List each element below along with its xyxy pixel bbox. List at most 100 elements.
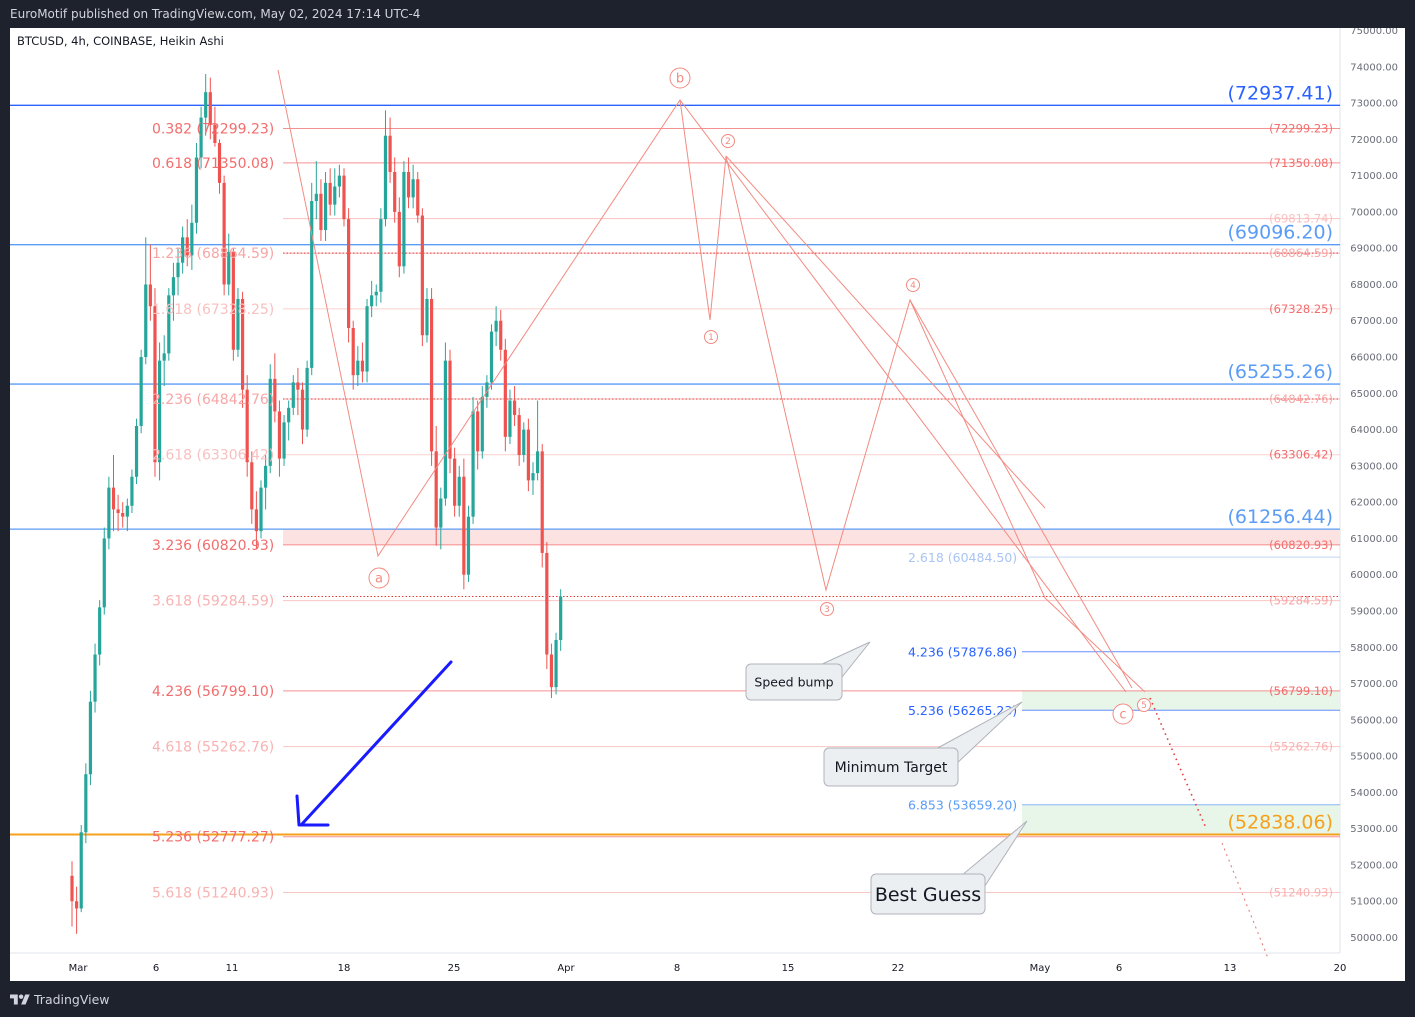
candle-body (190, 222, 194, 256)
candle-body (236, 298, 240, 350)
candle-body (443, 360, 448, 499)
price-tick-label: 66000.00 (1350, 353, 1398, 364)
candle-body (176, 262, 180, 278)
fib-right-label: (55262.76) (1269, 740, 1333, 754)
candle-body (379, 219, 383, 292)
candle-body (406, 171, 411, 198)
candle-body (181, 237, 185, 263)
candle-body (531, 473, 535, 481)
candle-body (374, 291, 378, 296)
candle-body (199, 117, 203, 158)
fib-right-label: (64842.76) (1269, 392, 1333, 406)
time-tick-label: 22 (892, 963, 905, 974)
publisher-line: EuroMotif published on TradingView.com, … (10, 7, 421, 21)
candle-body (148, 284, 152, 307)
chart-panel[interactable]: 50000.00 51000.00 52000.00 53000.00 54000.00… (10, 28, 1405, 981)
callout-text: Speed bump (754, 675, 833, 690)
chart-title: BTCUSD, 4h, COINBASE, Heikin Ashi (17, 34, 224, 48)
fib-right-label: (71350.08) (1269, 156, 1333, 170)
candle-body (79, 832, 83, 909)
candle-body (494, 320, 498, 332)
price-tick-label: 68000.00 (1350, 280, 1398, 291)
fib-left-label: 1.618 (67328.25) (152, 302, 274, 318)
callout-box (870, 873, 986, 915)
time-tick-label: 18 (338, 963, 351, 974)
candle-body (360, 360, 365, 372)
candle-body (457, 476, 461, 506)
wave-label-circle (906, 278, 920, 292)
candle-body (512, 400, 517, 416)
candle-body (383, 135, 388, 220)
fib-left-label: 3.236 (60820.93) (152, 538, 274, 554)
candle-body (471, 411, 475, 517)
candle-body (277, 411, 282, 459)
wave-label-circle (669, 67, 691, 89)
candle-body (429, 298, 434, 452)
price-tick-label: 75000.00 (1350, 28, 1398, 37)
candle-body (213, 124, 217, 143)
fib-right-label: (68864.59) (1269, 246, 1333, 260)
candle-body (476, 411, 480, 452)
candle-body (167, 295, 171, 354)
candle-body (107, 487, 111, 539)
candle-body (402, 171, 406, 267)
candle-body (93, 654, 97, 702)
candle-body (499, 320, 503, 350)
candle-body (291, 382, 295, 408)
candle-body (397, 211, 401, 267)
time-tick-label: 25 (448, 963, 461, 974)
extension-label: 4.236 (57876.86) (908, 645, 1017, 660)
time-tick-label: 20 (1334, 963, 1347, 974)
candle-body (98, 607, 102, 655)
fib-left-label: 4.236 (56799.10) (152, 684, 274, 700)
candle-body (314, 193, 318, 202)
fib-right-label: (63306.42) (1269, 448, 1333, 462)
candle-body (264, 465, 268, 488)
candle-body (342, 175, 346, 220)
fib-right-label: (56799.10) (1269, 684, 1333, 698)
candle-body (185, 237, 189, 256)
wave-impulse-path (679, 99, 1146, 693)
wave-label-circle (721, 134, 735, 148)
candle-body (508, 400, 512, 437)
price-tick-label: 53000.00 (1350, 824, 1398, 835)
wave-channel-line (909, 299, 1133, 689)
candle-body (245, 389, 249, 463)
candle-body (153, 306, 157, 463)
callout-text: Best Guess (875, 884, 981, 906)
extension-label: 2.618 (60484.50) (908, 550, 1017, 565)
price-tick-label: 60000.00 (1350, 570, 1398, 581)
candle-body (125, 505, 129, 517)
key-level-label: (69096.20) (1228, 222, 1333, 244)
candle-body (130, 476, 134, 506)
candle-body (393, 171, 397, 212)
wave-label: a (375, 572, 383, 587)
time-tick-label: 11 (226, 963, 239, 974)
speed-bump-callout: Speed bump (745, 641, 871, 701)
candle-body (208, 92, 212, 125)
candle-body (162, 353, 166, 361)
chart-plot[interactable]: 50000.00 51000.00 52000.00 53000.00 54000.00… (10, 28, 1405, 981)
candle-body (370, 295, 374, 307)
candle-body (337, 175, 341, 187)
candle-body (268, 378, 272, 466)
candle-body (420, 215, 424, 336)
fib-left-label: 4.618 (55262.76) (152, 740, 274, 756)
callout-box (745, 663, 843, 701)
candle-body (134, 425, 139, 477)
candle-body (310, 201, 314, 368)
candles-group (70, 74, 563, 934)
candle-body (434, 451, 438, 528)
fib-left-label: 2.236 (64842.76) (152, 392, 274, 408)
fib-left-label: 5.618 (51240.93) (152, 885, 274, 901)
candle-body (328, 182, 332, 205)
callout-box (823, 747, 959, 787)
price-tick-label: 72000.00 (1350, 135, 1398, 146)
candle-body (485, 382, 489, 397)
candle-body (75, 901, 79, 909)
projection-dotted-path (1221, 842, 1269, 959)
candle-body (466, 516, 471, 575)
candle-body (425, 298, 429, 336)
price-tick-label: 55000.00 (1350, 752, 1398, 763)
candle-body (217, 142, 222, 183)
